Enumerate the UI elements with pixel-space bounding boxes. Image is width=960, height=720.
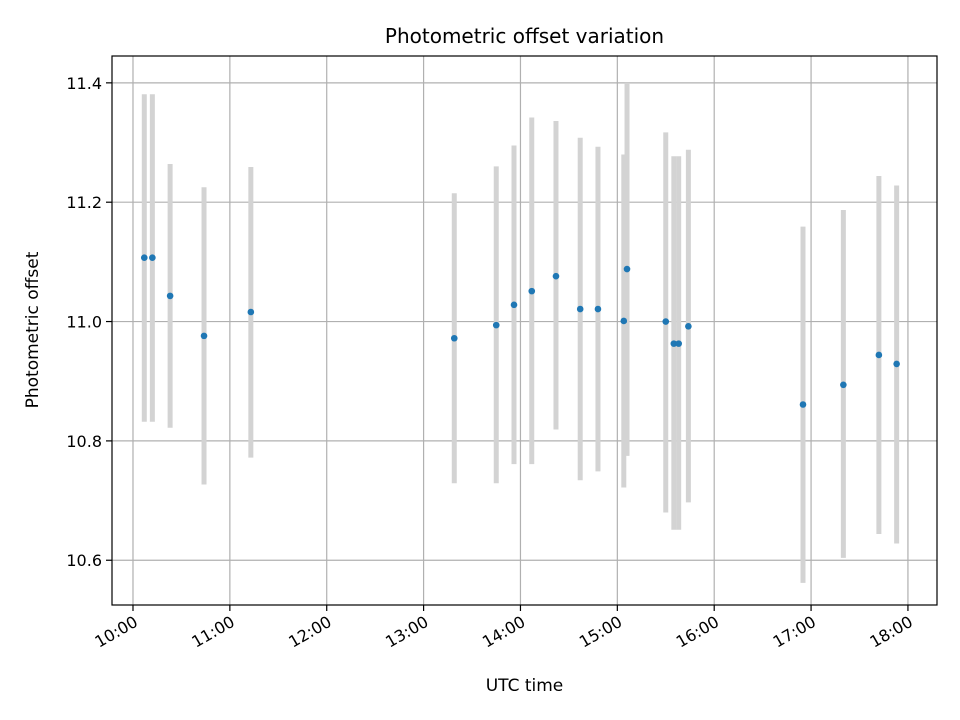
- y-tick-label: 10.6: [66, 551, 102, 570]
- data-point: [200, 332, 208, 340]
- data-points: [140, 254, 900, 408]
- data-point: [594, 305, 602, 313]
- plot-frame: [111, 55, 938, 606]
- data-point: [662, 318, 670, 325]
- y-tick-label: 10.8: [66, 432, 102, 451]
- data-point: [450, 334, 458, 342]
- data-point: [620, 317, 628, 325]
- data-point: [623, 265, 631, 273]
- data-point: [510, 301, 518, 309]
- data-point: [893, 360, 900, 368]
- data-point: [166, 292, 174, 300]
- data-point: [149, 254, 156, 261]
- data-point: [247, 308, 255, 316]
- data-point: [875, 351, 883, 359]
- data-point: [685, 323, 692, 330]
- y-tick-label: 11.4: [66, 74, 102, 93]
- y-axis-title: Photometric offset: [23, 251, 43, 408]
- grid: [112, 56, 937, 605]
- data-point: [675, 340, 682, 347]
- x-axis-title: UTC time: [486, 676, 564, 696]
- data-point: [840, 381, 847, 389]
- data-point: [670, 340, 678, 347]
- data-point: [799, 401, 807, 408]
- y-tick-label: 11.2: [66, 193, 102, 212]
- y-axis: 10.6 10.8 11.0 11.2 11.4: [66, 74, 112, 570]
- chart-title: Photometric offset variation: [385, 24, 664, 48]
- data-point: [140, 254, 148, 261]
- y-tick-label: 11.0: [66, 313, 102, 332]
- data-point: [492, 321, 500, 329]
- data-point: [576, 305, 584, 313]
- data-point: [552, 272, 560, 280]
- data-point: [528, 287, 536, 295]
